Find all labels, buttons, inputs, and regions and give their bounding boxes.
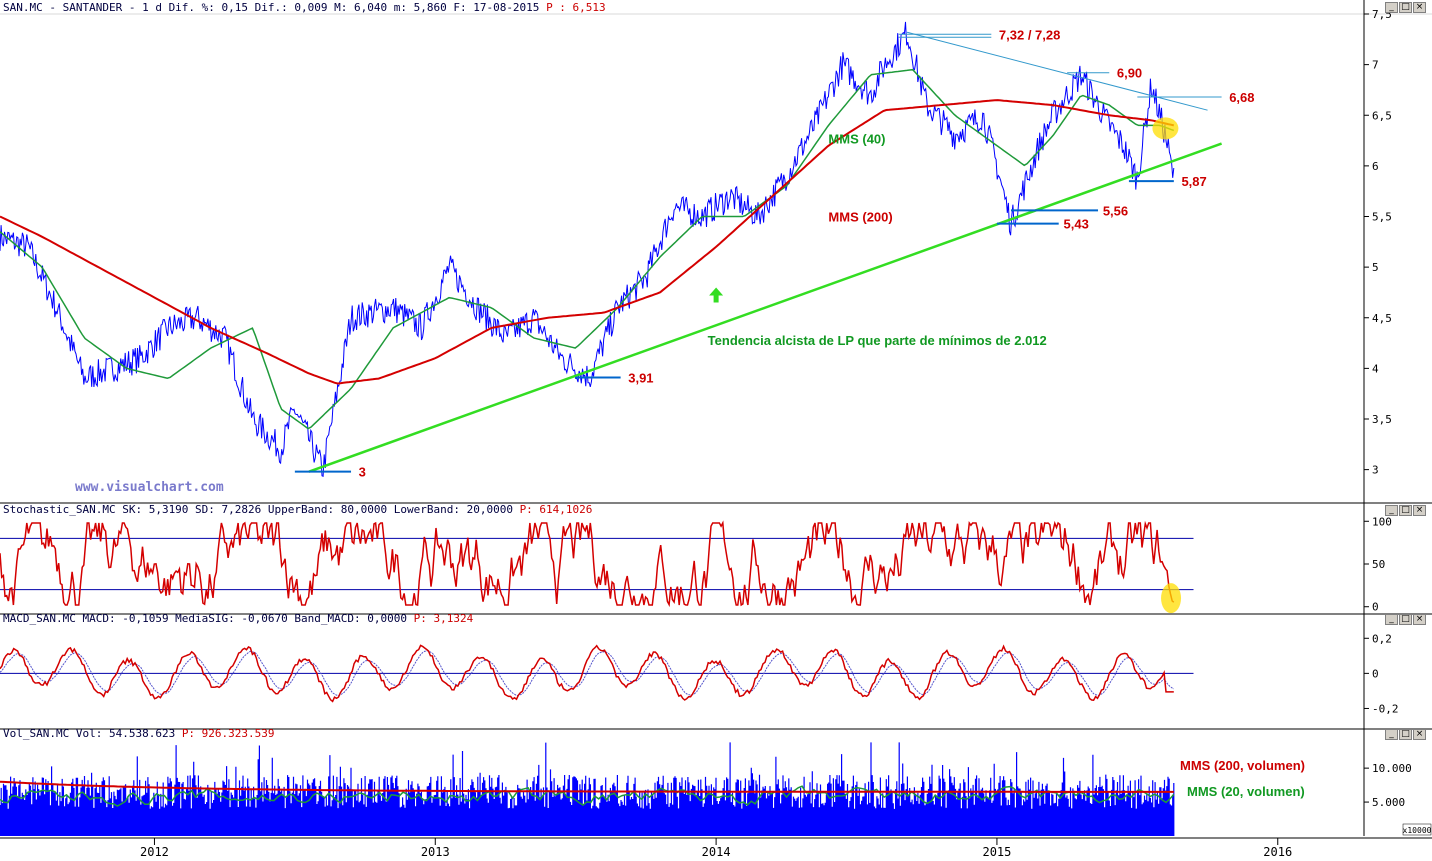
mms200-line bbox=[0, 99, 1175, 385]
x-tick-label: 2014 bbox=[702, 845, 731, 857]
right-axis-bg bbox=[1364, 0, 1432, 857]
stoch-y-tick-label: 100 bbox=[1372, 515, 1392, 528]
level-label: 6,90 bbox=[1117, 66, 1142, 81]
stoch-header: Stochastic_SAN.MC SK: 5,3190 SD: 7,2826 … bbox=[3, 503, 592, 516]
trend-annotation: Tendencia alcista de LP que parte de mín… bbox=[708, 333, 1047, 348]
x-axis: 2012 2013 2014 2015 2016 bbox=[140, 838, 1292, 859]
stoch-maximize-button[interactable]: □ bbox=[1399, 505, 1412, 516]
trend-arrow-icon bbox=[709, 287, 724, 303]
support-trendline bbox=[308, 142, 1223, 473]
price-y-tick-label: 3,5 bbox=[1372, 413, 1392, 426]
vol-y-tick-label: 5.000 bbox=[1372, 796, 1405, 809]
stoch-close-button[interactable]: × bbox=[1413, 505, 1426, 516]
x-tick-label: 2012 bbox=[140, 845, 169, 857]
level-label: 3,91 bbox=[628, 370, 653, 385]
macd-minimize-button[interactable]: _ bbox=[1385, 614, 1398, 625]
price-minimize-button[interactable]: _ bbox=[1385, 2, 1398, 13]
vol-mms20-line bbox=[0, 785, 1175, 807]
vol-mms200-line bbox=[0, 780, 1174, 793]
stoch-y-axis: 0 50 100 bbox=[1364, 515, 1392, 614]
level-marker: 3 bbox=[294, 465, 366, 480]
watermark: www.visualchart.com bbox=[75, 480, 224, 495]
level-marker: 5,43 bbox=[996, 217, 1089, 232]
level-label: 3 bbox=[359, 465, 366, 480]
price-y-tick-label: 5,5 bbox=[1372, 211, 1392, 224]
vol-minimize-button[interactable]: _ bbox=[1385, 729, 1398, 740]
price-header-last: P : 6,513 bbox=[546, 1, 606, 14]
price-header-text: SAN.MC - SANTANDER - 1 d Dif. %: 0,15 Di… bbox=[3, 1, 546, 14]
price-header: SAN.MC - SANTANDER - 1 d Dif. %: 0,15 Di… bbox=[3, 1, 606, 14]
stoch-header-last: P: 614,1026 bbox=[520, 503, 593, 516]
level-label: 5,56 bbox=[1103, 203, 1128, 218]
macd-maximize-button[interactable]: □ bbox=[1399, 614, 1412, 625]
macd-header: MACD_SAN.MC MACD: -0,1059 MediaSIG: -0,0… bbox=[3, 612, 474, 625]
level-label: 5,87 bbox=[1181, 174, 1206, 189]
volume-bar-marks bbox=[0, 742, 1175, 836]
price-y-tick-label: 4 bbox=[1372, 362, 1379, 375]
vol-maximize-button[interactable]: □ bbox=[1399, 729, 1412, 740]
level-marker: 3,91 bbox=[575, 370, 654, 385]
macd-line bbox=[0, 644, 1174, 703]
vol-header-text: Vol_SAN.MC Vol: 54.538.623 bbox=[3, 727, 182, 740]
vol-unit-label: x10000 bbox=[1403, 826, 1432, 835]
price-y-tick-label: 3 bbox=[1372, 464, 1379, 477]
macd-y-tick-label: 0,2 bbox=[1372, 632, 1392, 645]
level-marker: 7,32 / 7,28 bbox=[898, 27, 1060, 42]
vol-mms20-annotation: MMS (20, volumen) bbox=[1187, 784, 1305, 799]
mms200-annotation: MMS (200) bbox=[828, 210, 892, 225]
vol-y-axis: 5.000 10.000 bbox=[1364, 762, 1412, 809]
x-tick-label: 2016 bbox=[1263, 845, 1292, 857]
price-y-tick-label: 7 bbox=[1372, 59, 1379, 72]
level-label: 7,32 / 7,28 bbox=[999, 27, 1060, 42]
price-y-tick-label: 5 bbox=[1372, 261, 1379, 274]
vol-mms200-annotation: MMS (200, volumen) bbox=[1180, 758, 1305, 773]
stoch-y-tick-label: 50 bbox=[1372, 558, 1385, 571]
level-marker: 6,90 bbox=[1067, 66, 1142, 81]
level-marker: 5,56 bbox=[1010, 203, 1128, 218]
vol-header-last: P: 926.323.539 bbox=[182, 727, 275, 740]
macd-header-text: MACD_SAN.MC MACD: -0,1059 MediaSIG: -0,0… bbox=[3, 612, 414, 625]
stoch-highlight-circle bbox=[1161, 583, 1182, 614]
stoch-y-tick-label: 0 bbox=[1372, 601, 1379, 614]
x-tick-label: 2015 bbox=[982, 845, 1011, 857]
stoch-header-text: Stochastic_SAN.MC SK: 5,3190 SD: 7,2826 … bbox=[3, 503, 520, 516]
vol-close-button[interactable]: × bbox=[1413, 729, 1426, 740]
stoch-line bbox=[0, 520, 1175, 608]
mms40-annotation: MMS (40) bbox=[828, 132, 885, 147]
level-label: 6,68 bbox=[1229, 90, 1254, 105]
price-highlight-circle bbox=[1152, 117, 1179, 140]
x-tick-label: 2013 bbox=[421, 845, 450, 857]
price-y-tick-label: 6 bbox=[1372, 160, 1379, 173]
macd-y-tick-label: -0,2 bbox=[1372, 702, 1399, 715]
level-marker: 6,68 bbox=[1137, 90, 1255, 105]
macd-y-axis: -0,2 0 0,2 bbox=[1364, 632, 1399, 715]
price-series-line bbox=[0, 21, 1175, 478]
vol-unit-box bbox=[1402, 823, 1432, 836]
price-y-tick-label: 4,5 bbox=[1372, 312, 1392, 325]
price-maximize-button[interactable]: □ bbox=[1399, 2, 1412, 13]
mms40-line bbox=[0, 68, 1175, 430]
vol-y-tick-label: 10.000 bbox=[1372, 762, 1412, 775]
macd-y-tick-label: 0 bbox=[1372, 667, 1379, 680]
macd-close-button[interactable]: × bbox=[1413, 614, 1426, 625]
macd-header-last: P: 3,1324 bbox=[414, 612, 474, 625]
price-close-button[interactable]: × bbox=[1413, 2, 1426, 13]
level-marker: 5,87 bbox=[1128, 174, 1207, 189]
resistance-trendline bbox=[906, 31, 1208, 111]
level-label: 5,43 bbox=[1064, 217, 1089, 232]
volume-bars bbox=[0, 742, 1175, 836]
stoch-minimize-button[interactable]: _ bbox=[1385, 505, 1398, 516]
vol-header: Vol_SAN.MC Vol: 54.538.623 P: 926.323.53… bbox=[3, 727, 275, 740]
price-y-axis: 33,544,555,566,577,5 bbox=[1364, 8, 1392, 477]
price-y-tick-label: 6,5 bbox=[1372, 109, 1392, 122]
